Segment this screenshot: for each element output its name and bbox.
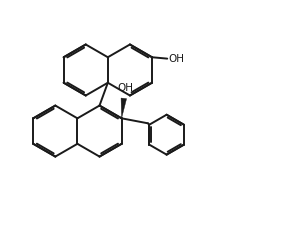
Text: OH: OH bbox=[117, 83, 133, 93]
Polygon shape bbox=[121, 98, 127, 118]
Text: OH: OH bbox=[168, 54, 184, 64]
